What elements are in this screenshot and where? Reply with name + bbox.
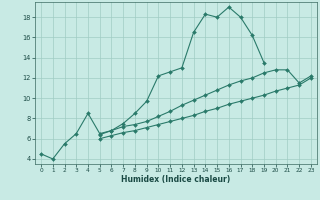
X-axis label: Humidex (Indice chaleur): Humidex (Indice chaleur) — [121, 175, 231, 184]
